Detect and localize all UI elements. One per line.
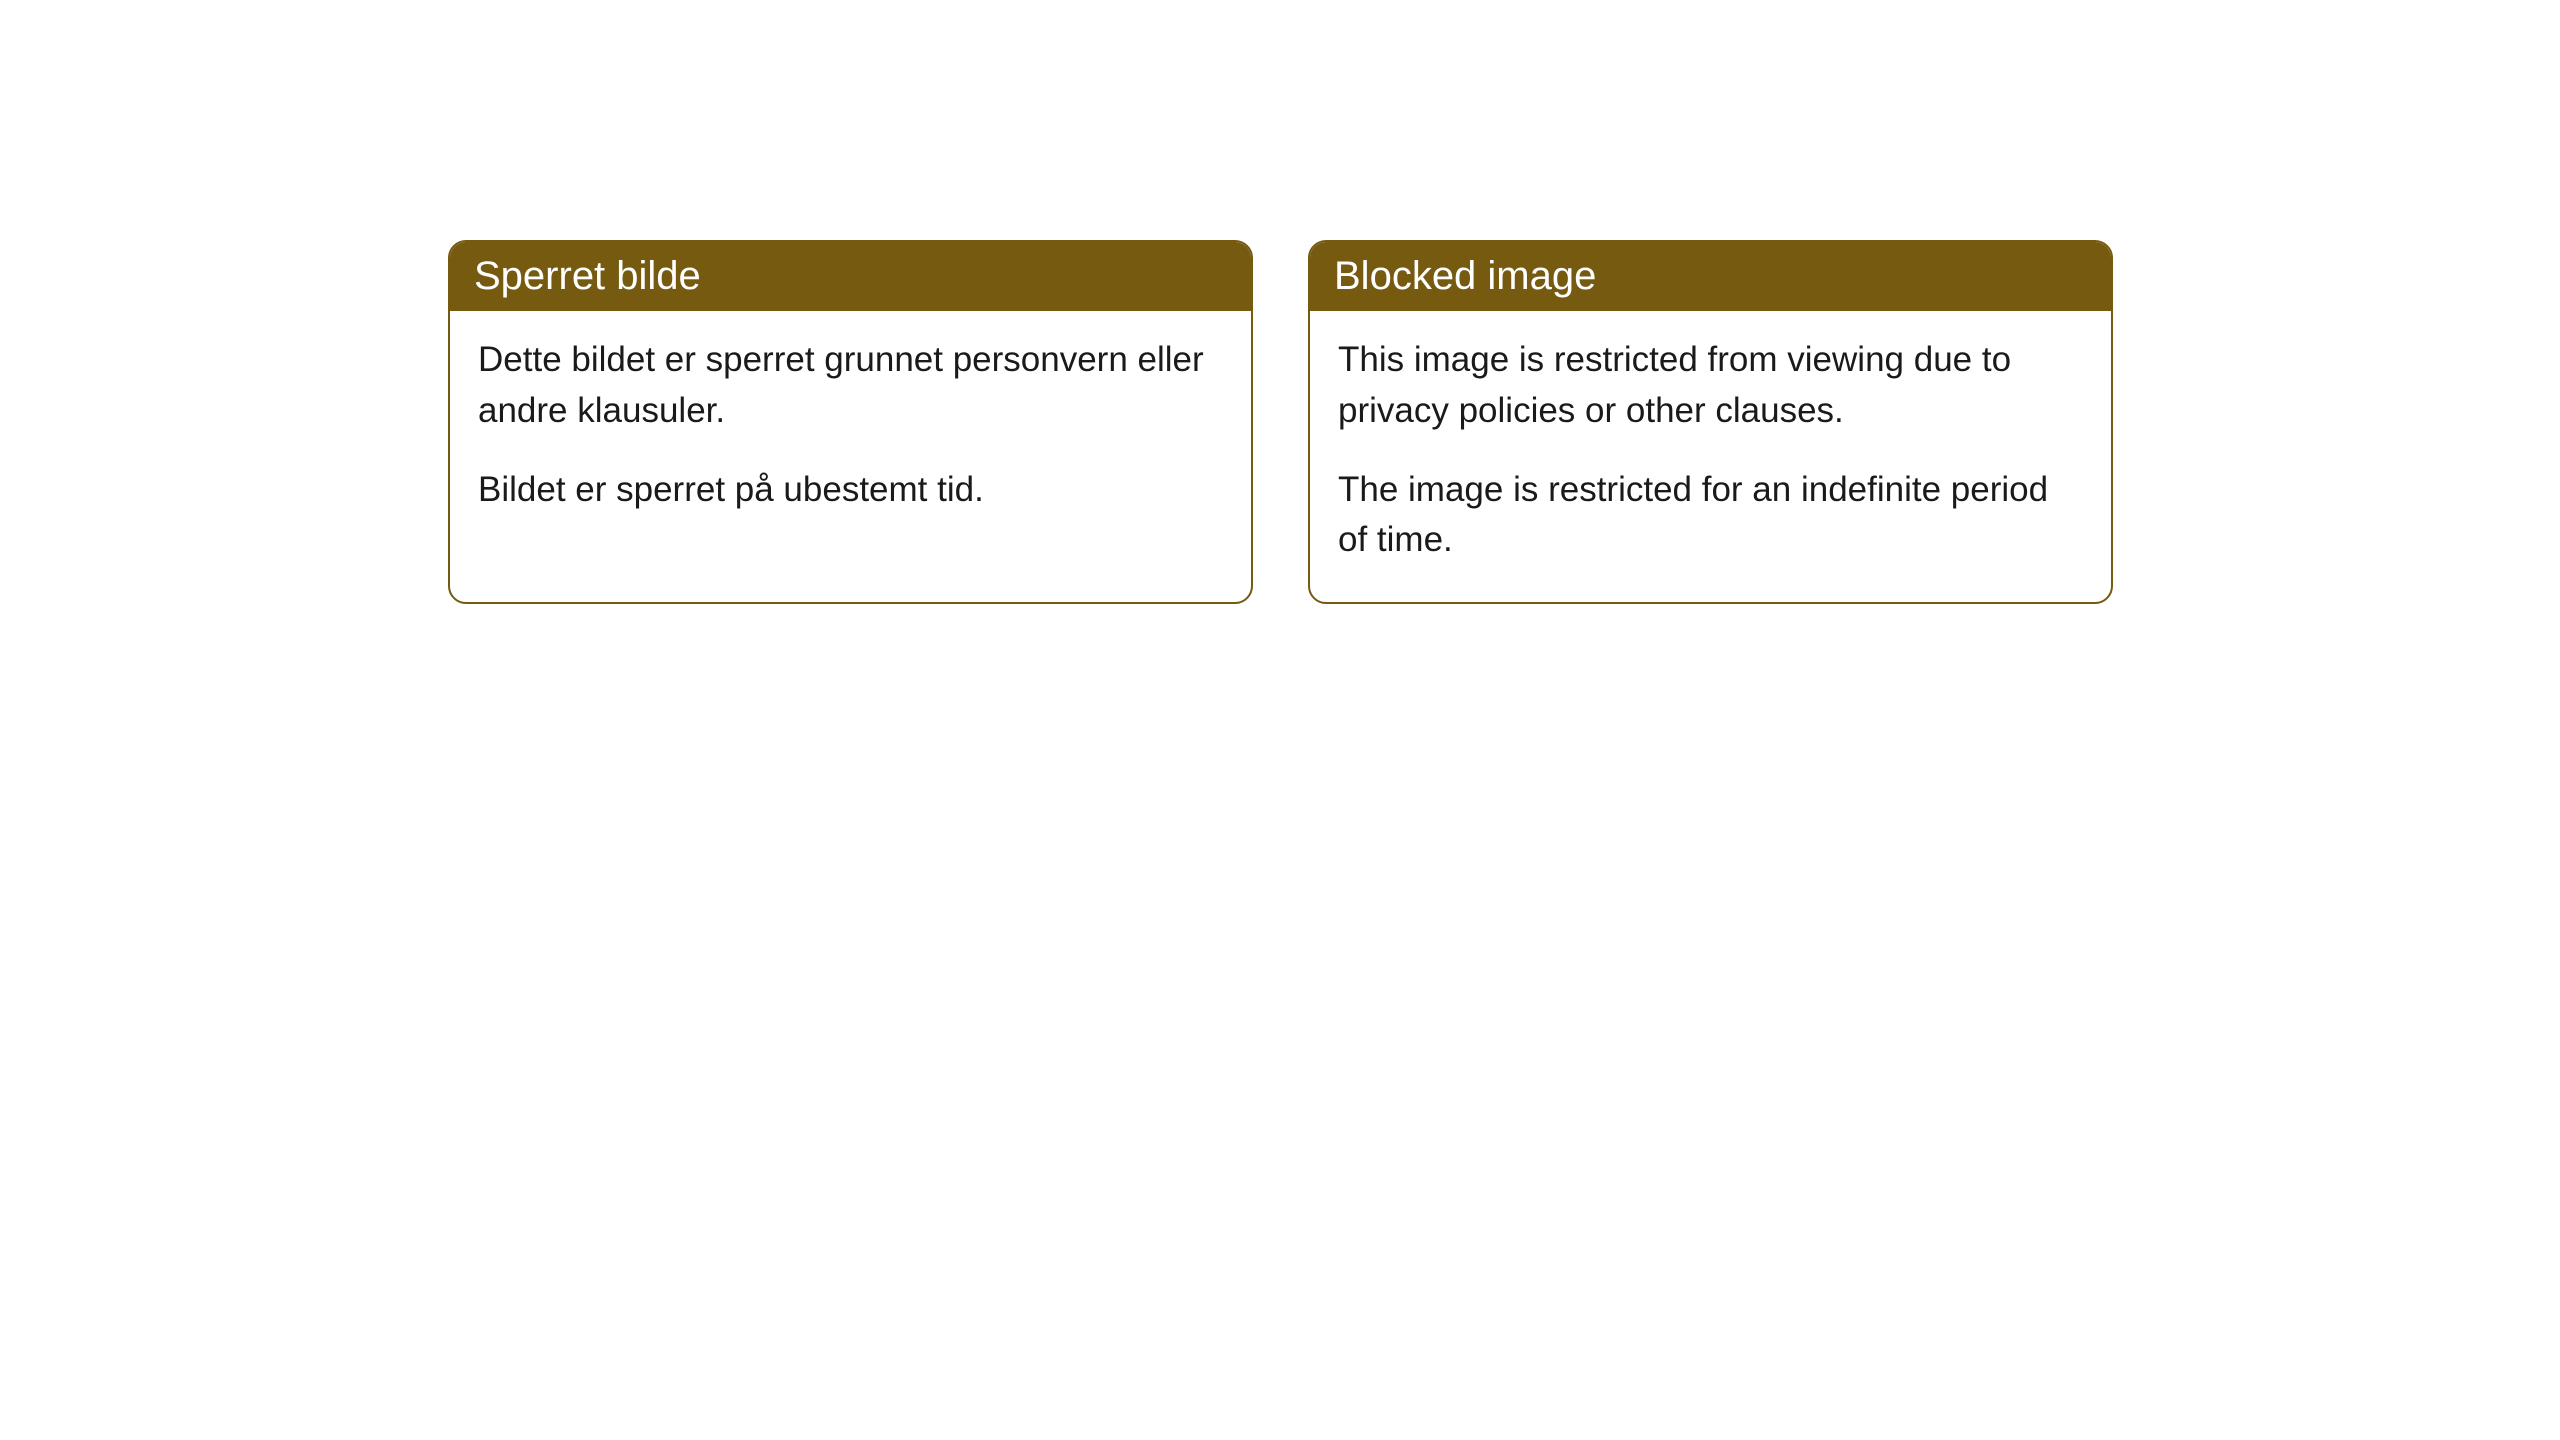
card-body: This image is restricted from viewing du… [1310,311,2111,602]
card-title: Blocked image [1334,254,1596,298]
card-header: Sperret bilde [450,242,1251,311]
card-paragraph: Bildet er sperret på ubestemt tid. [478,465,1223,516]
blocked-image-card-english: Blocked image This image is restricted f… [1308,240,2113,604]
blocked-image-card-norwegian: Sperret bilde Dette bildet er sperret gr… [448,240,1253,604]
card-paragraph: The image is restricted for an indefinit… [1338,465,2083,567]
card-paragraph: This image is restricted from viewing du… [1338,335,2083,437]
card-paragraph: Dette bildet er sperret grunnet personve… [478,335,1223,437]
card-body: Dette bildet er sperret grunnet personve… [450,311,1251,551]
card-title: Sperret bilde [474,254,701,298]
cards-container: Sperret bilde Dette bildet er sperret gr… [448,240,2113,604]
card-header: Blocked image [1310,242,2111,311]
